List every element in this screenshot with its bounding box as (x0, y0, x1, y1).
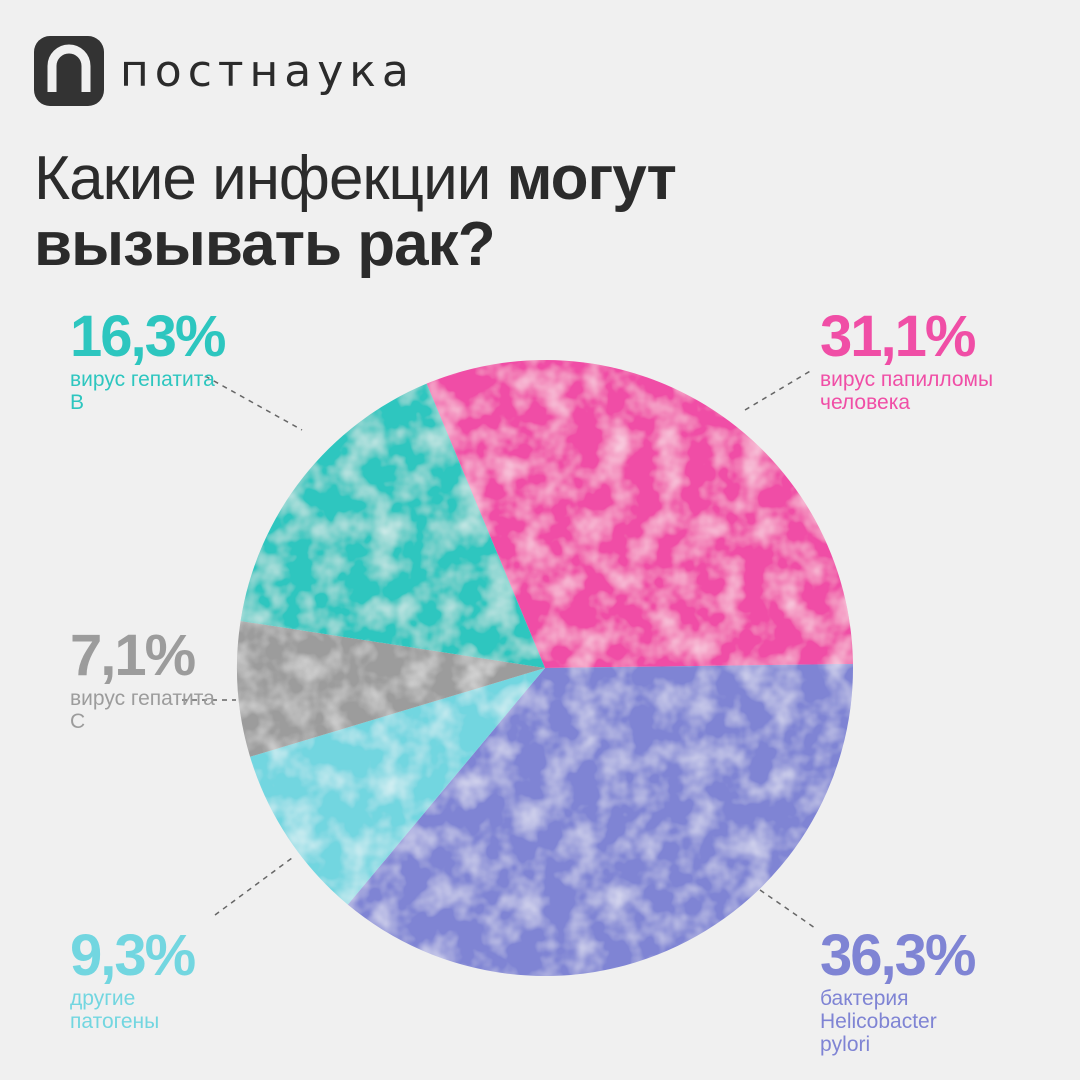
leaders (182, 369, 816, 929)
leader-line (204, 375, 303, 431)
slice-label: 36,3% бактерия Helicobacter pylori (820, 923, 980, 1057)
brand: постнаука (120, 46, 415, 97)
slice-label: 7,1% вирус гепатита C (70, 623, 220, 734)
category-label: вирус гепатита C (70, 687, 215, 733)
pie-slice (250, 668, 545, 905)
value-label: 31,1% (820, 304, 976, 369)
leader-line (744, 369, 813, 411)
category-label: бактерия Helicobacter pylori (820, 987, 937, 1056)
pie-slice (236, 620, 545, 757)
pie-slice (240, 383, 545, 668)
slice-label: 31,1% вирус папилломы человека (820, 304, 1050, 415)
pie-slice (426, 360, 853, 668)
pie (236, 360, 854, 976)
logo-glyph (47, 44, 91, 92)
value-label: 36,3% (820, 923, 976, 988)
chart-title: Какие инфекции могут вызывать рак? (34, 146, 854, 278)
leader-line (214, 857, 293, 916)
title-regular: Какие инфекции (34, 144, 491, 213)
slice-label: 9,3% другие патогены (70, 923, 196, 1034)
value-label: 7,1% (70, 623, 196, 688)
value-label: 16,3% (70, 304, 226, 369)
pie-slice (347, 663, 854, 976)
category-label: вирус гепатита B (70, 368, 215, 414)
slice-label: 16,3% вирус гепатита B (70, 304, 226, 415)
leader-line (759, 889, 816, 929)
category-label: вирус папилломы человека (820, 368, 994, 414)
title-bold: могут вызывать рак? (34, 144, 677, 279)
value-label: 9,3% (70, 923, 196, 988)
category-label: другие патогены (70, 987, 160, 1033)
